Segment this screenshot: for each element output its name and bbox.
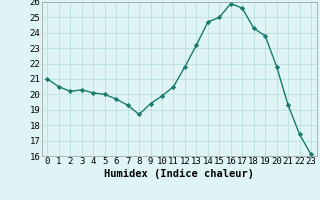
X-axis label: Humidex (Indice chaleur): Humidex (Indice chaleur) [104,169,254,179]
